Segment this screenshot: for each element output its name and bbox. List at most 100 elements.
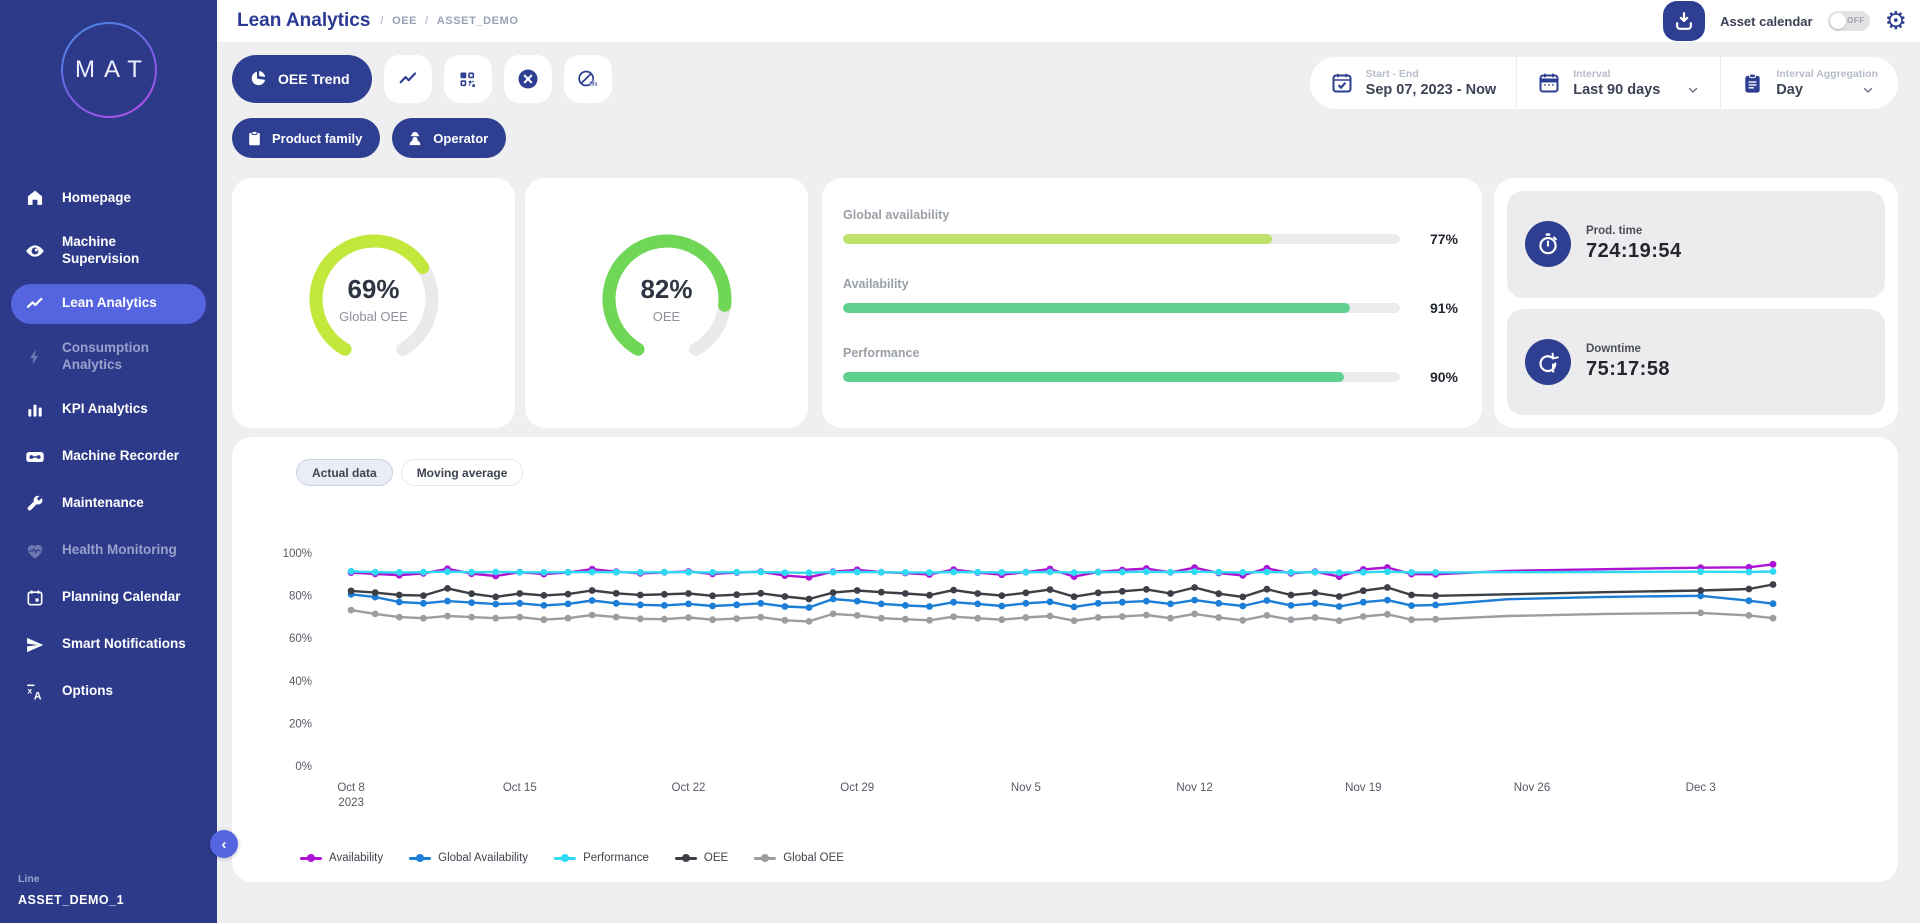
data-point-global-availability (588, 597, 596, 604)
download-button[interactable] (1663, 1, 1706, 41)
x-axis-tick: Nov 19 (1345, 782, 1381, 794)
data-point-oee (829, 589, 837, 596)
no-data-chart-icon (577, 70, 597, 87)
sidebar-nav: Homepage Machine Supervision Lean Analyt… (0, 178, 217, 712)
data-point-global-availability (661, 602, 668, 609)
data-point-global-oee (1094, 614, 1102, 621)
sidebar-item-kpi-analytics[interactable]: KPI Analytics (11, 390, 206, 430)
sidebar-item-machine-recorder[interactable]: Machine Recorder (11, 437, 206, 477)
data-point-global-oee (853, 612, 861, 619)
product-family-filter-button[interactable]: Product family (232, 118, 381, 158)
data-point-global-availability (1769, 600, 1777, 608)
tab-actual-data[interactable]: Actual data (296, 459, 393, 486)
data-point-global-availability (733, 601, 741, 609)
data-point-global-oee (902, 615, 909, 623)
operator-label: Operator (433, 130, 489, 146)
interval-aggregation-field[interactable]: Interval Aggregation Day (1720, 57, 1898, 109)
data-point-global-oee (1432, 615, 1439, 623)
sidebar-item-label: Maintenance (62, 495, 144, 511)
data-point-performance (1263, 568, 1271, 576)
sidebar-item-lean-analytics[interactable]: Lean Analytics (11, 283, 206, 324)
sidebar-item-planning-calendar[interactable]: Planning Calendar (11, 578, 206, 618)
progress-label: Global availability (843, 208, 950, 222)
data-point-global-oee (709, 616, 716, 624)
clipboard-list-icon (1745, 73, 1760, 93)
progress-fill (843, 372, 1345, 382)
gear-icon[interactable]: ⚙ (1884, 6, 1907, 35)
data-point-global-availability (1191, 596, 1198, 604)
legend-item-global-oee[interactable]: Global OEE (754, 852, 844, 864)
operator-filter-button[interactable]: Operator (392, 118, 507, 158)
data-point-global-oee (492, 614, 500, 622)
close-circle-icon (518, 69, 538, 89)
data-point-oee (636, 591, 644, 599)
tab-moving-average[interactable]: Moving average (400, 459, 524, 486)
close-circle-button[interactable] (503, 55, 552, 103)
legend-item-performance[interactable]: Performance (554, 852, 649, 864)
data-point-global-oee (347, 606, 355, 614)
send-icon (24, 634, 46, 656)
data-point-performance (612, 568, 620, 576)
sidebar-item-maintenance[interactable]: Maintenance (11, 484, 206, 524)
chevron-down-icon (1689, 87, 1698, 94)
data-point-oee (1287, 591, 1295, 599)
data-point-performance (1094, 568, 1102, 576)
start-end-field[interactable]: Start - End Sep 07, 2023 - Now (1310, 57, 1517, 109)
data-point-oee (709, 592, 716, 600)
legend-marker (300, 854, 322, 862)
data-point-performance (974, 568, 982, 576)
mat-logo: MAT (60, 22, 157, 118)
legend-item-availability[interactable]: Availability (300, 852, 383, 864)
y-axis-tick: 40% (289, 676, 312, 688)
y-axis-tick: 0% (295, 761, 312, 773)
data-point-performance (1384, 568, 1391, 576)
data-point-global-oee (781, 616, 789, 624)
sidebar-item-consumption-analytics[interactable]: Consumption Analytics (11, 331, 206, 383)
data-point-performance (1408, 569, 1415, 576)
data-point-oee (902, 590, 909, 597)
data-point-global-availability (805, 604, 813, 611)
range-panel: Start - End Sep 07, 2023 - Now Interval … (1309, 57, 1898, 109)
x-axis-tick: Dec 3 (1686, 782, 1716, 794)
data-point-global-availability (1046, 598, 1054, 606)
data-point-global-oee (468, 613, 475, 621)
data-point-global-oee (371, 610, 379, 618)
heart-pulse-icon (24, 540, 46, 562)
data-point-performance (444, 568, 451, 576)
data-point-performance (588, 568, 596, 576)
widget-grid-button[interactable] (443, 55, 492, 103)
data-point-global-availability (1239, 602, 1247, 610)
legend-item-oee[interactable]: OEE (674, 852, 728, 864)
data-point-performance (1167, 568, 1174, 576)
data-point-global-oee (612, 613, 620, 621)
sidebar-item-machine-supervision[interactable]: Machine Supervision (11, 225, 206, 277)
data-point-oee (1143, 586, 1150, 593)
sidebar-item-smart-notifications[interactable]: Smart Notifications (11, 625, 206, 665)
data-point-global-availability (998, 602, 1006, 610)
sidebar-item-homepage[interactable]: Homepage (11, 178, 206, 218)
data-point-global-availability (516, 599, 524, 607)
data-point-performance (1215, 568, 1223, 576)
aggregation-label: Interval Aggregation (1776, 68, 1878, 80)
trend-chart-button[interactable] (383, 55, 432, 103)
sidebar-collapse-button[interactable]: ‹ (210, 830, 238, 858)
data-point-global-availability (636, 601, 644, 609)
data-point-global-oee (395, 613, 403, 621)
data-point-oee (998, 592, 1006, 599)
sidebar-item-label: Smart Notifications (62, 636, 186, 652)
interval-field[interactable]: Interval Last 90 days (1516, 57, 1720, 109)
data-point-global-availability (1335, 603, 1343, 610)
data-point-performance (1745, 568, 1753, 576)
asset-calendar-toggle[interactable]: OFF (1827, 11, 1870, 31)
progress-row-availability: Availability 91% (843, 277, 1458, 316)
legend-item-global-availability[interactable]: Global Availability (409, 852, 528, 864)
data-point-oee (853, 587, 861, 594)
sidebar-item-health-monitoring[interactable]: Health Monitoring (11, 531, 206, 571)
legend-label: Performance (583, 852, 649, 864)
data-point-performance (781, 569, 789, 576)
start-end-label: Start - End (1365, 68, 1419, 80)
no-data-chart-button[interactable] (563, 55, 612, 103)
oee-trend-button[interactable]: OEE Trend (232, 55, 372, 103)
